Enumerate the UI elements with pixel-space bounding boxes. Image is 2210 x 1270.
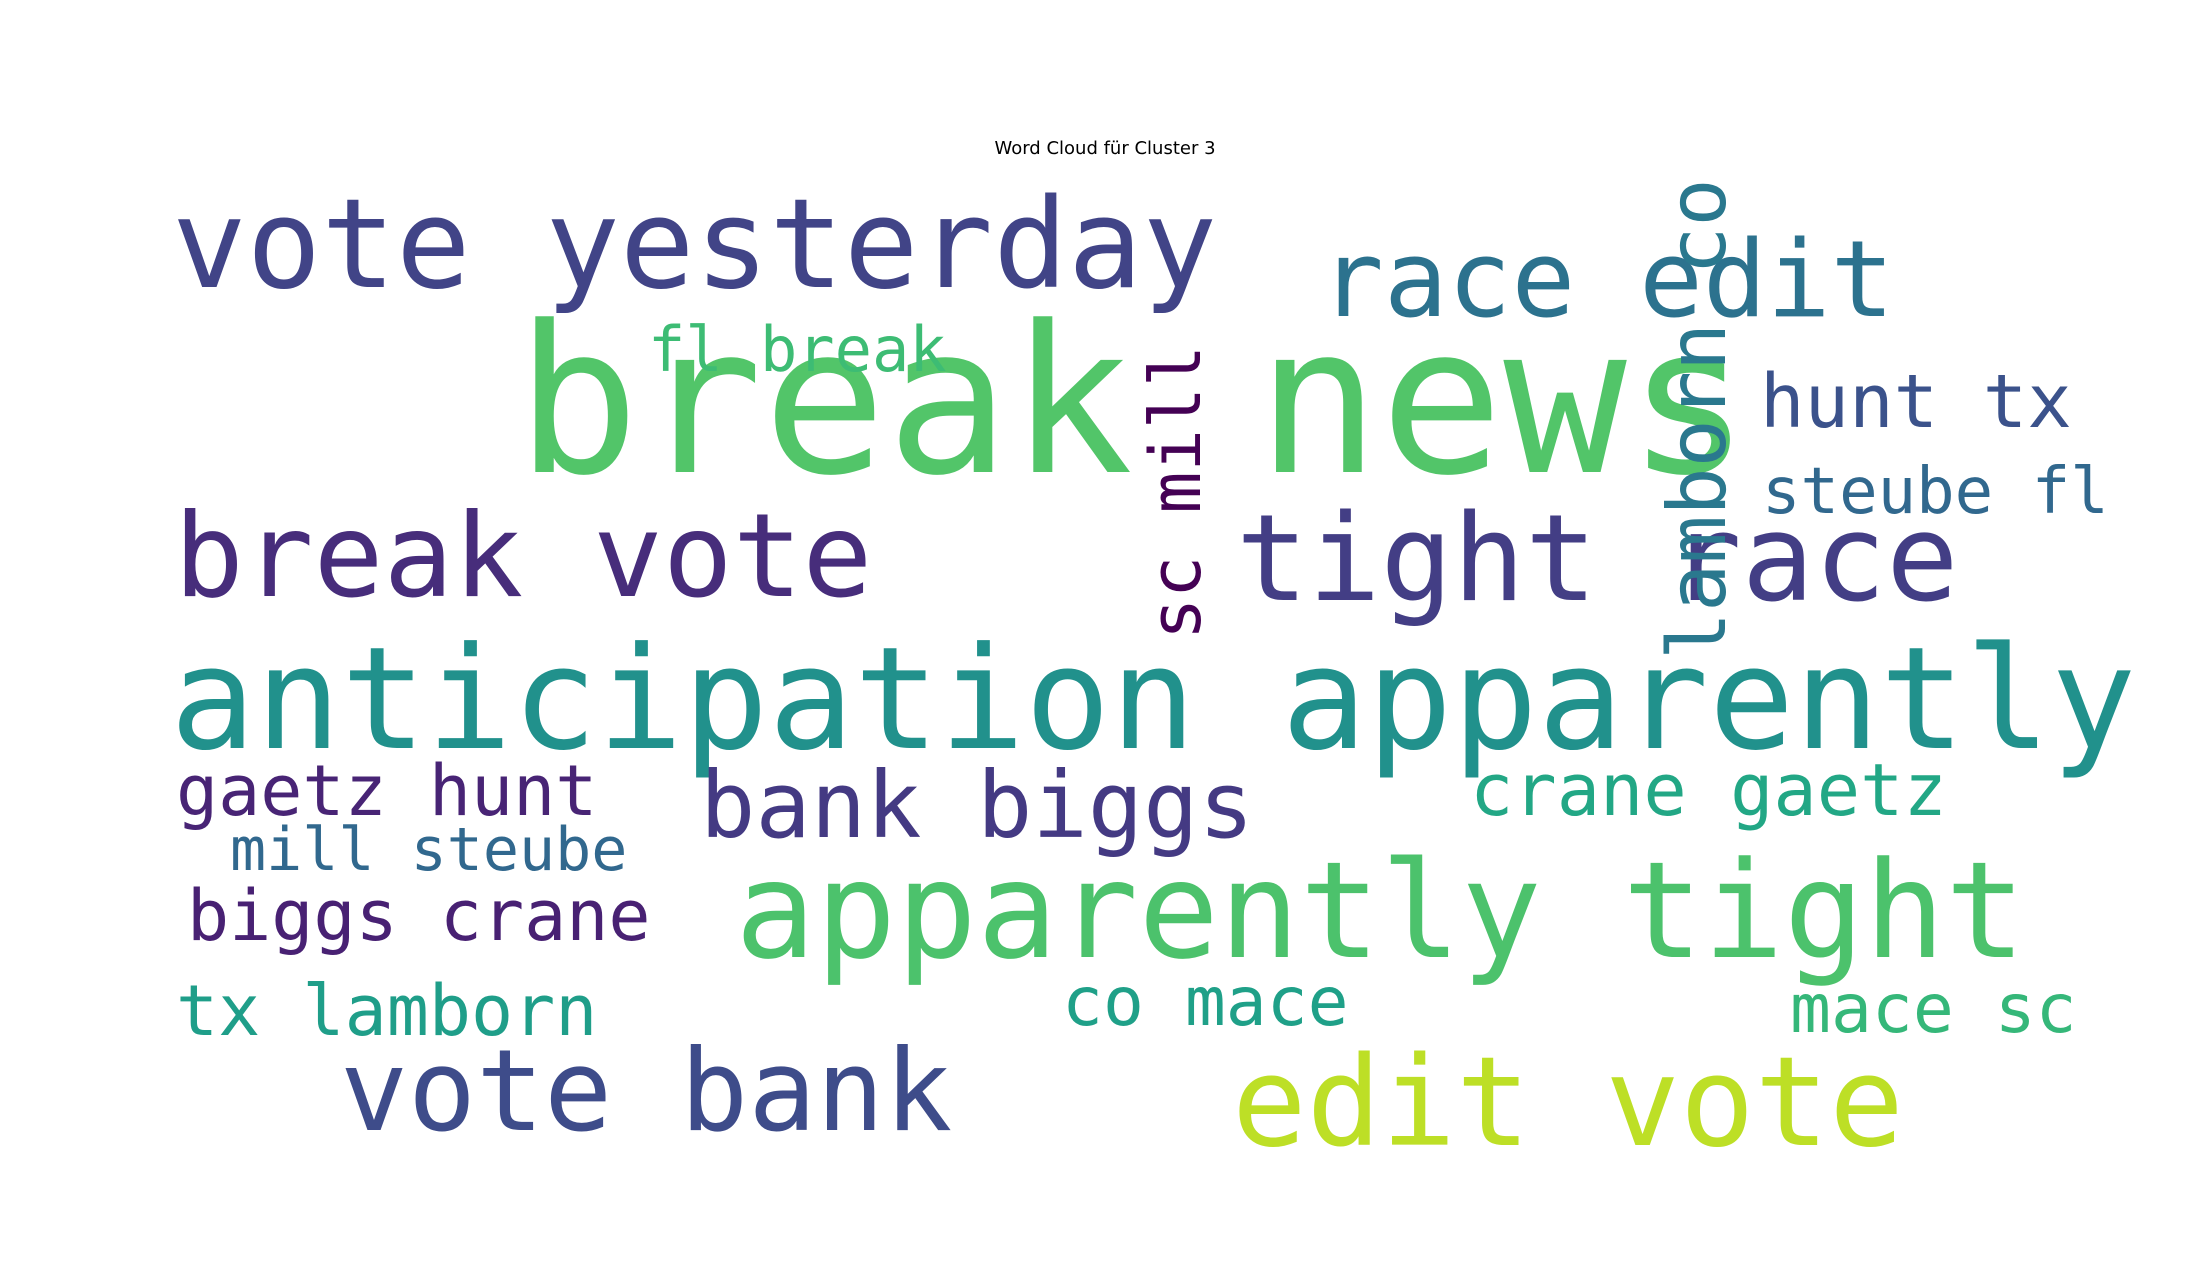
word-lamborn-co: lamborn co bbox=[1651, 178, 1744, 660]
word-biggs-crane: biggs crane bbox=[187, 875, 651, 957]
word-sc-mill: sc mill bbox=[1135, 345, 1217, 640]
word-mace-sc: mace sc bbox=[1790, 970, 2077, 1049]
word-hunt-tx: hunt tx bbox=[1760, 359, 2072, 445]
word-bank-biggs: bank biggs bbox=[700, 752, 1254, 859]
chart-title: Word Cloud für Cluster 3 bbox=[994, 138, 1216, 159]
word-vote-bank: vote bank bbox=[340, 1025, 952, 1157]
word-mill-steube: mill steube bbox=[230, 815, 627, 885]
word-race-edit: race edit bbox=[1320, 218, 1894, 341]
word-fl-break: fl break bbox=[648, 313, 947, 386]
word-break-vote: break vote bbox=[174, 489, 872, 624]
word-crane-gaetz: crane gaetz bbox=[1470, 748, 1947, 832]
word-steube-fl: steube fl bbox=[1762, 455, 2109, 529]
word-tx-lamborn: tx lamborn bbox=[176, 970, 597, 1052]
word-break-news: break news bbox=[516, 283, 1750, 521]
word-tight-race: tight race bbox=[1236, 490, 1958, 629]
word-co-mace: co mace bbox=[1062, 963, 1349, 1042]
word-gaetz-hunt: gaetz hunt bbox=[176, 750, 597, 832]
word-apparently-tight: apparently tight bbox=[735, 833, 2026, 989]
word-edit-vote: edit vote bbox=[1232, 1031, 1904, 1175]
word-vote-yesterday: vote yesterday bbox=[172, 173, 1217, 317]
word-anticipation-apparently: anticipation apparently bbox=[170, 617, 2136, 782]
